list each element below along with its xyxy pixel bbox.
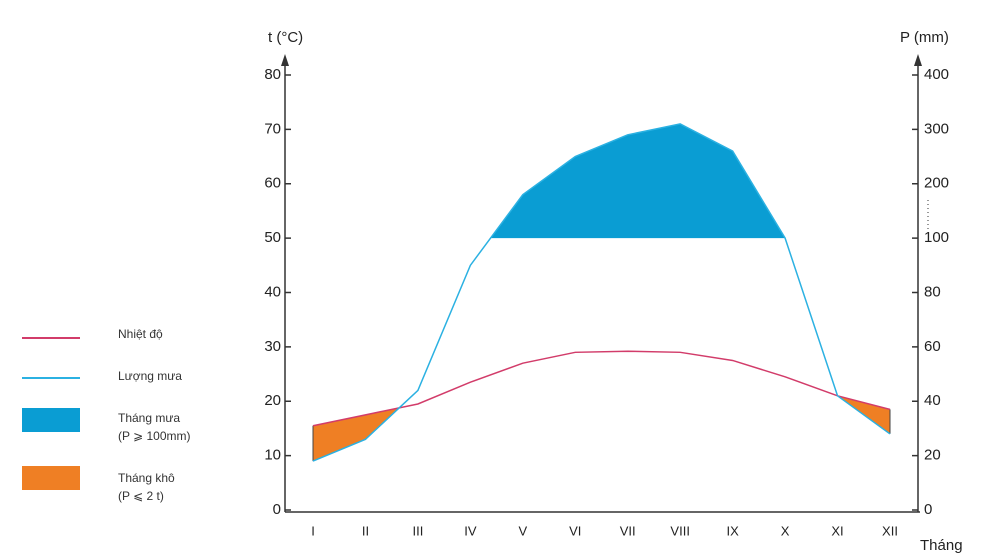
y2-tick-label: 40 [924, 392, 941, 409]
y2-axis-arrow [914, 54, 922, 66]
x-tick-label: III [412, 523, 423, 538]
y2-tick-label: 100 [924, 229, 949, 246]
y-axis-arrow [281, 54, 289, 66]
legend-swatch [22, 466, 80, 490]
y-tick-label: 10 [264, 447, 281, 464]
legend-note: (P ⩾ 100mm) [118, 429, 191, 443]
y2-tick-label: 60 [924, 338, 941, 355]
y-tick-label: 80 [264, 66, 281, 83]
y2-tick-label: 200 [924, 175, 949, 192]
x-axis-label: Tháng [920, 537, 963, 554]
wet-area [313, 123, 890, 239]
x-tick-label: XI [831, 523, 843, 538]
x-tick-label: V [518, 523, 527, 538]
y2-tick-label: 80 [924, 283, 941, 300]
y2-tick-label: 20 [924, 447, 941, 464]
y-tick-label: 60 [264, 175, 281, 192]
legend-label: Lượng mưa [118, 369, 182, 383]
x-tick-label: X [781, 523, 790, 538]
line-series [312, 350, 891, 427]
legend-swatch [22, 408, 80, 432]
y2-tick-label: 0 [924, 501, 932, 518]
y-tick-label: 30 [264, 338, 281, 355]
line-series [312, 123, 891, 462]
x-tick-label: XII [882, 523, 898, 538]
x-tick-label: VIII [670, 523, 690, 538]
x-tick-label: I [311, 523, 315, 538]
y-tick-label: 20 [264, 392, 281, 409]
y-tick-label: 0 [273, 501, 281, 518]
y-tick-label: 40 [264, 283, 281, 300]
x-tick-label: IV [464, 523, 477, 538]
y2-tick-label: 300 [924, 120, 949, 137]
x-tick-label: VII [620, 523, 636, 538]
y-tick-label: 50 [264, 229, 281, 246]
legend-label: Nhiệt độ [118, 327, 163, 341]
legend-note: (P ⩽ 2 t) [118, 489, 164, 503]
y-axis-label: t (°C) [268, 29, 303, 46]
legend-label: Tháng mưa [118, 411, 180, 425]
y2-tick-label: 400 [924, 66, 949, 83]
y-tick-label: 70 [264, 120, 281, 137]
x-tick-label: VI [569, 523, 581, 538]
y2-axis-label: P (mm) [900, 29, 949, 46]
x-tick-label: IX [726, 523, 739, 538]
x-tick-label: II [362, 523, 369, 538]
legend-label: Tháng khô [118, 471, 175, 485]
